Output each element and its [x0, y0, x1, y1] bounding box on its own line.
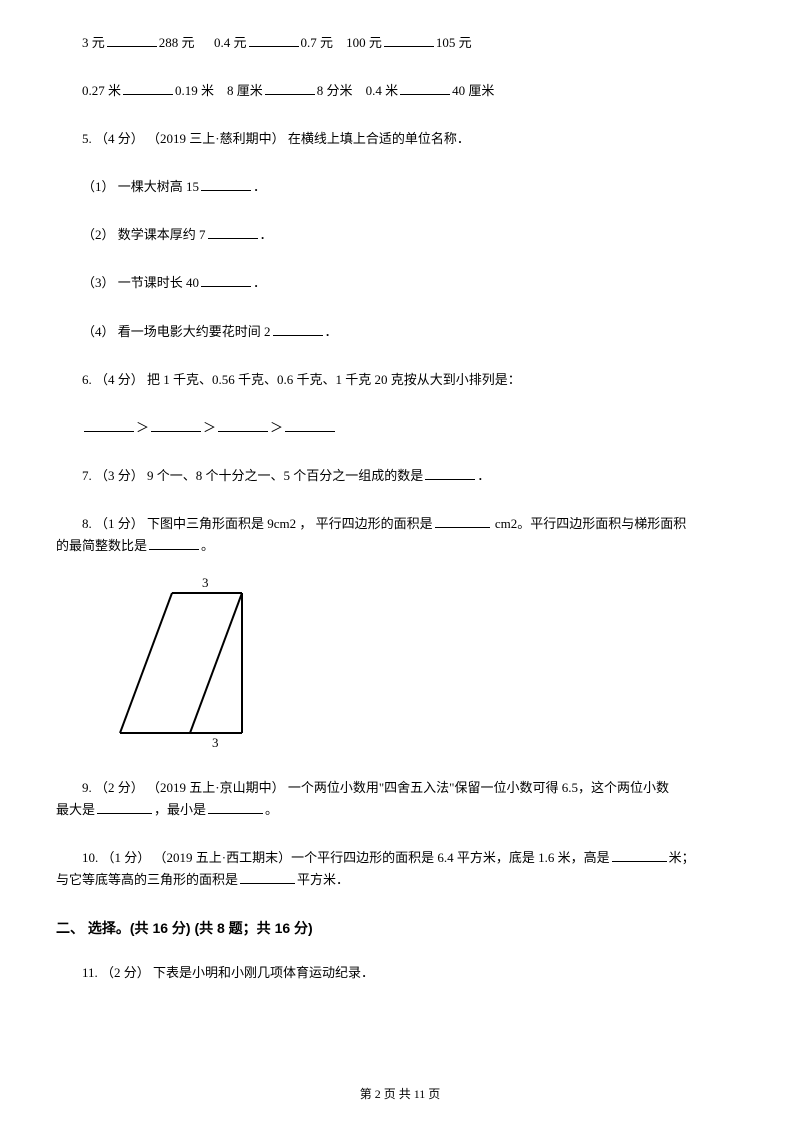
section-2-title: 二、 选择。(共 16 分) (共 8 题；共 16 分)	[56, 918, 744, 938]
question-5-1: （1） 一棵大树高 15 ．	[56, 176, 744, 198]
blank	[273, 323, 323, 336]
text: 0.19 米	[175, 83, 214, 98]
figure-top-label: 3	[202, 575, 209, 590]
blank	[400, 82, 450, 95]
question-5-4: （4） 看一场电影大约要花时间 2 ．	[56, 321, 744, 343]
text: cm2。平行四边形面积与梯形面积	[492, 516, 687, 531]
blank	[151, 419, 201, 432]
text: 0.7 元	[301, 35, 334, 50]
text: ．	[260, 227, 273, 242]
text: 的最简整数比是	[56, 538, 147, 553]
blank	[249, 34, 299, 47]
text: 100 元	[346, 35, 382, 50]
blank	[240, 871, 295, 884]
question-5-head: 5. （4 分） （2019 三上·慈利期中） 在横线上填上合适的单位名称．	[56, 128, 744, 150]
text: ＞	[203, 420, 216, 435]
blank	[384, 34, 434, 47]
blank	[208, 226, 258, 239]
text: ，最小是	[154, 802, 206, 817]
text: （1） 一棵大树高 15	[82, 179, 199, 194]
text: 二、 选择。(共 16 分) (共 8 题；共 16 分)	[56, 920, 313, 936]
figure-line	[190, 593, 242, 733]
text: 8 分米	[317, 83, 353, 98]
text: 0.4 米	[366, 83, 399, 98]
blank	[107, 34, 157, 47]
question-11: 11. （2 分） 下表是小明和小刚几项体育运动纪录．	[56, 962, 744, 984]
question-8: 8. （1 分） 下图中三角形面积是 9cm2 ， 平行四边形的面积是 cm2。…	[56, 513, 744, 557]
text: 8. （1 分） 下图中三角形面积是 9cm2 ， 平行四边形的面积是	[82, 516, 433, 531]
blank	[265, 82, 315, 95]
blank	[84, 419, 134, 432]
blank	[123, 82, 173, 95]
blank	[149, 537, 199, 550]
footer-text: 第 2 页 共 11 页	[360, 1087, 441, 1101]
text: （4） 看一场电影大约要花时间 2	[82, 324, 271, 339]
text: 288 元	[159, 35, 195, 50]
question-6-blanks: ＞ ＞ ＞	[56, 417, 744, 439]
blank	[435, 515, 490, 528]
text: 105 元	[436, 35, 472, 50]
comparison-row-2: 0.27 米 0.19 米 8 厘米 8 分米 0.4 米 40 厘米	[56, 80, 744, 102]
question-5-2: （2） 数学课本厚约 7 ．	[56, 224, 744, 246]
blank	[425, 467, 475, 480]
blank	[201, 178, 251, 191]
text: （2） 数学课本厚约 7	[82, 227, 206, 242]
question-6-head: 6. （4 分） 把 1 千克、0.56 千克、0.6 千克、1 千克 20 克…	[56, 369, 744, 391]
blank	[208, 801, 263, 814]
text: 8 厘米	[227, 83, 263, 98]
figure-line	[120, 593, 172, 733]
text: ．	[477, 468, 490, 483]
text: ＞	[270, 420, 283, 435]
text: 。	[201, 538, 214, 553]
text: 9. （2 分） （2019 五上·京山期中） 一个两位小数用"四舍五入法"保留…	[82, 780, 669, 795]
blank	[612, 849, 667, 862]
text: 3 元	[82, 35, 105, 50]
text: 0.27 米	[82, 83, 121, 98]
figure-bottom-label: 3	[212, 735, 219, 750]
blank	[201, 274, 251, 287]
blank	[97, 801, 152, 814]
question-10: 10. （1 分） （2019 五上·西工期末）一个平行四边形的面积是 6.4 …	[56, 847, 744, 891]
text: 7. （3 分） 9 个一、8 个十分之一、5 个百分之一组成的数是	[82, 468, 423, 483]
question-7: 7. （3 分） 9 个一、8 个十分之一、5 个百分之一组成的数是 ．	[56, 465, 744, 487]
blank	[285, 419, 335, 432]
comparison-row-1: 3 元 288 元 0.4 元 0.7 元 100 元 105 元	[56, 32, 744, 54]
question-5-3: （3） 一节课时长 40 ．	[56, 272, 744, 294]
parallelogram-figure: 3 3	[112, 575, 744, 755]
text: （3） 一节课时长 40	[82, 275, 199, 290]
text: ．	[253, 179, 266, 194]
question-9: 9. （2 分） （2019 五上·京山期中） 一个两位小数用"四舍五入法"保留…	[56, 777, 744, 821]
page-footer: 第 2 页 共 11 页	[0, 1085, 800, 1102]
text: 平方米．	[297, 872, 349, 887]
text: 40 厘米	[452, 83, 494, 98]
text: 11. （2 分） 下表是小明和小刚几项体育运动纪录．	[82, 965, 374, 980]
text: ．	[325, 324, 338, 339]
text: 5. （4 分） （2019 三上·慈利期中） 在横线上填上合适的单位名称．	[82, 131, 470, 146]
text: 10. （1 分） （2019 五上·西工期末）一个平行四边形的面积是 6.4 …	[82, 850, 610, 865]
text: 与它等底等高的三角形的面积是	[56, 872, 238, 887]
text: 。	[265, 802, 278, 817]
text: 6. （4 分） 把 1 千克、0.56 千克、0.6 千克、1 千克 20 克…	[82, 372, 521, 387]
text: 米；	[669, 850, 695, 865]
text: 0.4 元	[214, 35, 247, 50]
blank	[218, 419, 268, 432]
text: ．	[253, 275, 266, 290]
text: ＞	[136, 420, 149, 435]
text: 最大是	[56, 802, 95, 817]
